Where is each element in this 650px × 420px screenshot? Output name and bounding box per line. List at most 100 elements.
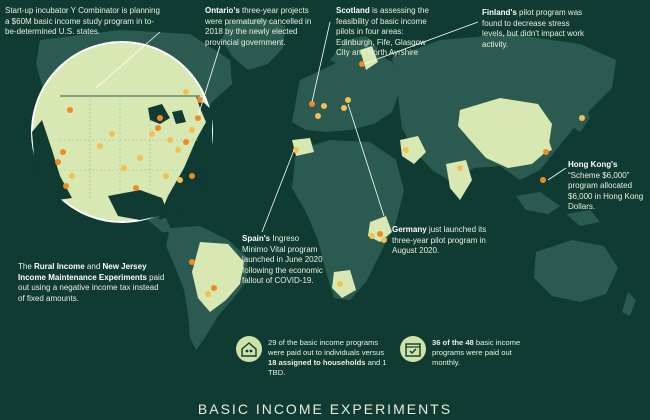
brazil-highlight (192, 242, 244, 312)
southeast-asia-islands (516, 192, 600, 226)
annotation-ontario-text: three-year projects were prematurely can… (205, 6, 312, 47)
us-dot (149, 131, 155, 137)
us-dot (97, 143, 103, 149)
africa-landmass (292, 140, 404, 300)
iran-dot (403, 147, 409, 153)
finland-dot (359, 61, 365, 67)
spain-dot (293, 147, 299, 153)
annotation-scotland: Scotland is assessing the feasibility of… (336, 6, 440, 59)
india-dot (457, 165, 463, 171)
africa-dot (377, 231, 383, 237)
usa-dots (55, 89, 203, 191)
annotation-ontario: Ontario's three-year projects were prema… (205, 6, 321, 48)
us-dot (63, 183, 69, 189)
annotation-germany: Germany just launched its three-year pil… (392, 225, 502, 257)
us-dot (189, 127, 195, 133)
stat-households-pre: 29 of the basic income programs were pai… (268, 338, 385, 357)
stat-monthly-post: basic income programs were paid out mont… (432, 338, 521, 367)
annotation-hongkong-bold: Hong Kong's (568, 160, 618, 169)
uk-landmass (306, 88, 320, 112)
us-dot (189, 173, 195, 179)
annotation-scotland-bold: Scotland (336, 6, 370, 15)
stat-households: 29 of the basic income programs were pai… (268, 338, 388, 378)
annotation-rural: The Rural Income and New Jersey Income M… (18, 262, 166, 304)
annotation-spain-bold: Spain's (242, 234, 271, 243)
annotation-hongkong: Hong Kong's “Scheme $6,000” program allo… (568, 160, 644, 213)
page-title: BASIC INCOME EXPERIMENTS (197, 401, 453, 417)
usa-zoom-pacific (32, 120, 72, 200)
us-dot (177, 177, 183, 183)
annotation-rural-bold1: Rural Income (34, 262, 85, 271)
us-dot (163, 173, 169, 179)
us-dot (137, 155, 143, 161)
annotation-rural-mid: and (84, 262, 103, 271)
annotation-spain: Spain's Ingreso Minimo Vital program lau… (242, 234, 324, 287)
us-dot (55, 159, 61, 165)
usa-zoom-gulf (108, 190, 168, 220)
house-people-icon (236, 336, 262, 362)
annotation-finland-bold: Finland's (482, 8, 517, 17)
world-dots (189, 61, 585, 297)
annotation-finland: Finland's pilot program was found to dec… (482, 8, 592, 50)
ycombinator-leader (95, 31, 161, 89)
china-highlight (458, 98, 552, 168)
hongkong-dot (540, 177, 546, 183)
us-dot (195, 115, 201, 121)
new-zealand-landmass (622, 292, 636, 316)
annotation-scotland-text: is assessing the feasibility of basic in… (336, 6, 429, 57)
greenland-landmass (222, 18, 285, 70)
namibia-dot (337, 281, 343, 287)
brazil-dot (189, 259, 195, 265)
finland-leader (363, 21, 479, 65)
annotation-germany-bold: Germany (392, 225, 427, 234)
scotland-leader (311, 21, 331, 103)
us-dot (183, 89, 189, 95)
namibia-highlight (332, 270, 356, 298)
us-dot (69, 173, 75, 179)
stat-households-post: and 1 TBD. (268, 358, 387, 377)
japan-dot (579, 115, 585, 121)
us-dot (133, 185, 139, 191)
calendar-glyph (405, 343, 421, 357)
annotation-rural-bold2: New Jersey Income Maintenance Experiment… (18, 262, 147, 282)
india-highlight (446, 160, 472, 200)
annotation-spain-text: Ingreso Minimo Vital program launched in… (242, 234, 323, 285)
spain-leader (261, 149, 295, 233)
us-dot (67, 107, 73, 113)
europe-landmass (292, 50, 400, 132)
us-dot (175, 147, 181, 153)
europe-dot (315, 113, 321, 119)
usa-zoom-circle (31, 41, 213, 223)
brazil-dot (205, 291, 211, 297)
africa-dot (381, 237, 387, 243)
germany-dot (345, 97, 351, 103)
stat-households-bold: 18 assigned to households (268, 358, 366, 367)
europe-dot (341, 105, 347, 111)
ontario-leader (197, 45, 221, 117)
us-dot (183, 139, 189, 145)
us-dot (121, 165, 127, 171)
house-people-glyph (241, 342, 257, 357)
usa-zoom-state-lines (60, 96, 200, 200)
iran-highlight (400, 136, 426, 164)
annotation-finland-text: pilot program was found to decrease stre… (482, 8, 585, 49)
hongkong-leader (547, 167, 567, 181)
us-dot (155, 125, 161, 131)
australia-landmass (534, 240, 618, 302)
brazil-dot (211, 285, 217, 291)
annotation-ontario-bold: Ontario's (205, 6, 240, 15)
calendar-icon (400, 336, 426, 362)
hongkong-region-highlight (538, 138, 552, 154)
us-dot (197, 97, 203, 103)
europe-dot (321, 103, 327, 109)
us-dot (167, 137, 173, 143)
us-dot (60, 149, 66, 155)
annotation-rural-pre: The (18, 262, 35, 271)
stat-monthly-bold: 36 of the 48 (432, 338, 474, 347)
annotation-ycombinator-text: Start-up incubator Y Combinator is plann… (5, 6, 160, 36)
africa-dot (369, 233, 375, 239)
uk-dot (309, 101, 315, 107)
us-dot (109, 131, 115, 137)
